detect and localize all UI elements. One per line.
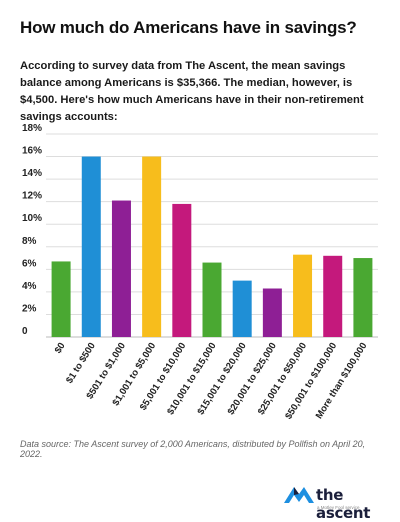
bar: [232, 280, 252, 337]
bar: [111, 200, 131, 337]
y-tick-label: 12%: [22, 191, 42, 202]
bar: [81, 156, 101, 337]
bar: [262, 288, 282, 337]
the-ascent-logo[interactable]: the ascent a Motley Fool service: [282, 481, 392, 522]
y-tick-label: 4%: [22, 281, 37, 292]
y-tick-label: 0: [22, 326, 28, 337]
bar: [142, 156, 162, 337]
x-axis-ticks: $0$1 to $500$501 to $1,000$1,001 to $5,0…: [53, 341, 370, 422]
chart-bars: [51, 156, 373, 337]
intro-text: According to survey data from The Ascent…: [20, 60, 364, 123]
bar: [293, 254, 313, 337]
x-tick-label: $1 to $500: [64, 341, 98, 386]
y-tick-label: 2%: [22, 303, 37, 314]
x-tick-label: $0: [53, 341, 68, 356]
y-tick-label: 8%: [22, 236, 37, 247]
bar: [51, 261, 71, 337]
bar: [202, 262, 222, 337]
y-axis-ticks: 0 2% 4% 6% 8% 10% 12% 14% 16% 18%: [22, 123, 42, 337]
y-tick-label: 6%: [22, 258, 37, 269]
logo-wordmark: the ascent: [316, 486, 371, 522]
page-title: How much do Americans have in savings?: [20, 18, 357, 37]
chart-gridlines: [46, 133, 378, 338]
mountain-logo-icon: [284, 487, 314, 503]
y-tick-label: 16%: [22, 146, 42, 157]
bar: [323, 255, 343, 337]
y-tick-label: 18%: [22, 123, 42, 134]
data-source-note: Data source: The Ascent survey of 2,000 …: [20, 439, 366, 459]
bar: [353, 258, 373, 337]
y-tick-label: 10%: [22, 213, 42, 224]
bar: [172, 203, 192, 337]
y-tick-label: 14%: [22, 168, 42, 179]
logo-tagline: a Motley Fool service: [317, 505, 360, 510]
savings-bar-chart: 0 2% 4% 6% 8% 10% 12% 14% 16% 18% $0$1 to $500$50…: [22, 123, 378, 422]
